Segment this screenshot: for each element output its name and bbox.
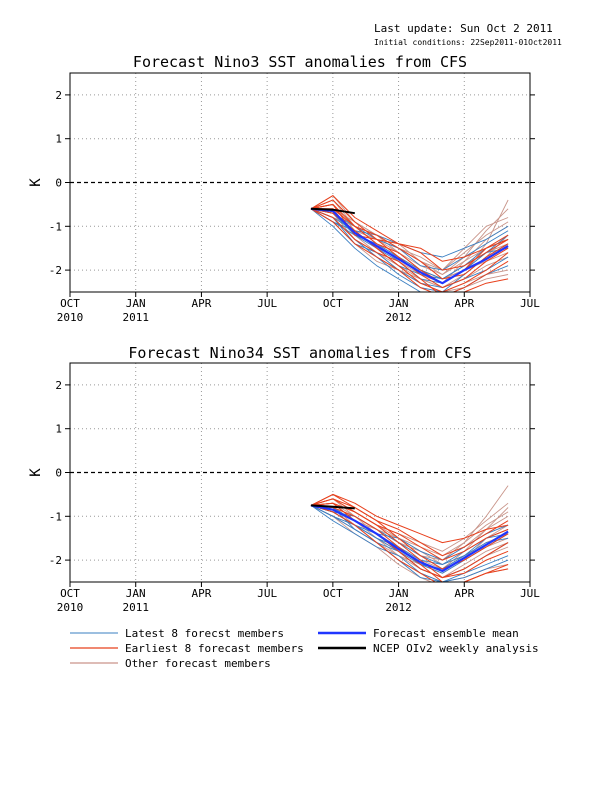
x-tick-year: 2012	[385, 601, 412, 614]
y-tick-label: 1	[55, 133, 62, 146]
x-tick-label: APR	[191, 587, 211, 600]
x-tick-label: OCT	[60, 297, 80, 310]
y-tick-label: -2	[49, 264, 62, 277]
x-tick-label: JUL	[257, 297, 277, 310]
y-tick-label: 2	[55, 89, 62, 102]
legend-label-mean: Forecast ensemble mean	[373, 627, 519, 640]
series-line-obs	[310, 504, 355, 510]
series-line-latest	[310, 208, 509, 258]
x-tick-label: JUL	[520, 297, 540, 310]
y-tick-label: 0	[55, 177, 62, 190]
legend-label-obs: NCEP OIv2 weekly analysis	[373, 642, 539, 655]
series-group	[310, 485, 509, 582]
x-tick-label: APR	[454, 297, 474, 310]
y-axis-label: K	[28, 178, 44, 187]
x-tick-year: 2011	[122, 601, 149, 614]
x-tick-label: OCT	[60, 587, 80, 600]
x-tick-label: JAN	[126, 297, 146, 310]
series-line-earliest	[310, 493, 509, 544]
x-tick-year: 2011	[122, 311, 149, 324]
legend-label-earliest: Earliest 8 forecast members	[125, 642, 304, 655]
series-line-other	[310, 203, 509, 271]
last-update-text: Last update: Sun Oct 2 2011	[374, 22, 553, 35]
y-tick-label: -1	[49, 510, 62, 523]
chart-panel-2: Forecast Nino34 SST anomalies from CFS K -…	[28, 344, 540, 614]
plot-frame	[69, 362, 531, 583]
x-tick-label: JAN	[389, 587, 409, 600]
series-line-earliest	[310, 498, 509, 561]
legend-label-other: Other forecast members	[125, 657, 271, 670]
series-line-earliest	[310, 498, 509, 570]
y-axis-label: K	[28, 468, 44, 477]
x-tick-year: 2010	[57, 601, 84, 614]
series-group	[310, 195, 509, 292]
series-line-latest	[310, 505, 509, 582]
x-tick-year: 2010	[57, 311, 84, 324]
series-line-earliest	[311, 208, 509, 284]
x-tick-label: OCT	[323, 297, 343, 310]
x-tick-label: APR	[191, 297, 211, 310]
series-line-mean	[310, 207, 509, 285]
series-line-obs	[310, 207, 355, 215]
x-tick-label: JUL	[520, 587, 540, 600]
chart-title: Forecast Nino3 SST anomalies from CFS	[133, 53, 467, 71]
chart-panel-1: Forecast Nino3 SST anomalies from CFS K -2…	[28, 53, 540, 324]
x-tick-label: JAN	[126, 587, 146, 600]
initial-conditions-text: Initial conditions: 22Sep2011-01Oct2011	[374, 38, 562, 47]
series-line-earliest	[310, 203, 509, 262]
series-line-earliest	[310, 493, 509, 557]
series-line-earliest	[310, 502, 509, 579]
plot-frame	[69, 72, 531, 293]
y-tick-label: -1	[49, 220, 62, 233]
x-tick-label: OCT	[323, 587, 343, 600]
series-line-earliest	[310, 208, 509, 292]
x-tick-label: JAN	[389, 297, 409, 310]
series-line-latest	[310, 504, 509, 570]
series-line-mean	[310, 504, 509, 573]
series-line-earliest	[310, 504, 509, 582]
y-tick-label: 0	[55, 467, 62, 480]
x-tick-label: APR	[454, 587, 474, 600]
chart-title: Forecast Nino34 SST anomalies from CFS	[128, 344, 471, 362]
series-line-earliest	[310, 208, 509, 292]
series-line-latest	[310, 208, 509, 289]
legend: Latest 8 forecst members Earliest 8 forec…	[70, 627, 539, 670]
legend-label-latest: Latest 8 forecst members	[125, 627, 284, 640]
y-tick-label: 2	[55, 379, 62, 392]
x-tick-year: 2012	[385, 311, 412, 324]
y-tick-label: 1	[55, 423, 62, 436]
y-tick-label: -2	[49, 554, 62, 567]
x-tick-label: JUL	[257, 587, 277, 600]
